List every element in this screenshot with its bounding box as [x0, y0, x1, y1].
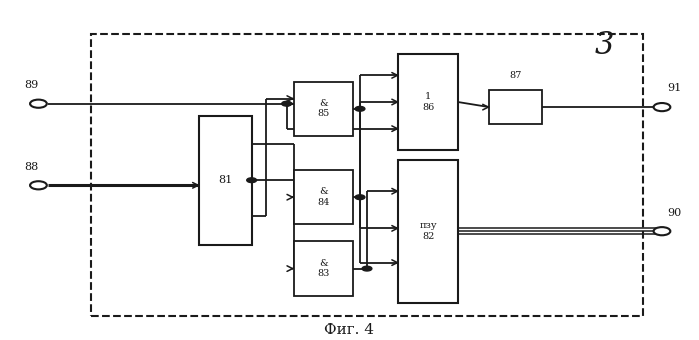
Text: 1
86: 1 86: [422, 92, 434, 112]
Text: 87: 87: [510, 71, 521, 80]
FancyBboxPatch shape: [489, 90, 542, 124]
Text: &
83: & 83: [317, 259, 329, 278]
Circle shape: [30, 100, 47, 108]
Circle shape: [282, 101, 291, 106]
FancyBboxPatch shape: [398, 160, 458, 303]
Text: 90: 90: [668, 208, 682, 218]
Text: &
85: & 85: [317, 99, 329, 119]
Text: 91: 91: [668, 84, 682, 94]
Text: &
84: & 84: [317, 187, 329, 207]
FancyBboxPatch shape: [91, 34, 643, 316]
Circle shape: [362, 266, 372, 271]
Text: пзу
82: пзу 82: [419, 221, 437, 241]
Text: 88: 88: [24, 162, 38, 172]
FancyBboxPatch shape: [398, 54, 458, 150]
Circle shape: [654, 227, 670, 235]
FancyBboxPatch shape: [294, 170, 353, 224]
FancyBboxPatch shape: [294, 82, 353, 136]
Circle shape: [247, 178, 257, 183]
Text: 3: 3: [594, 30, 614, 62]
Text: Фиг. 4: Фиг. 4: [324, 323, 375, 337]
Text: 81: 81: [218, 175, 233, 185]
Circle shape: [654, 103, 670, 111]
Text: 89: 89: [24, 80, 38, 90]
FancyBboxPatch shape: [294, 241, 353, 296]
FancyBboxPatch shape: [199, 116, 252, 245]
Circle shape: [30, 181, 47, 189]
Circle shape: [355, 106, 365, 111]
Circle shape: [355, 195, 365, 200]
